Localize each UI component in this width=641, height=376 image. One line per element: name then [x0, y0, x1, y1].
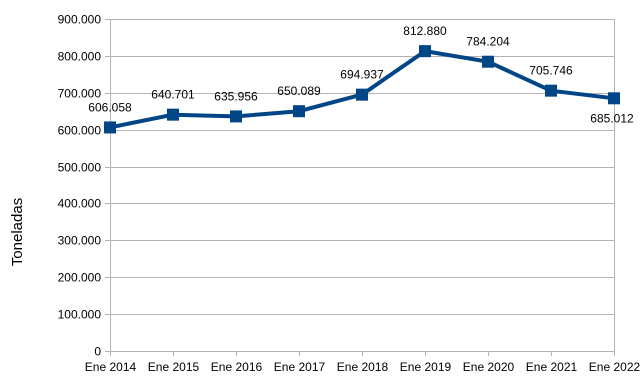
- data-point-marker: [482, 55, 494, 68]
- data-point-marker: [356, 88, 368, 101]
- y-tick-label: 500.000: [58, 161, 102, 175]
- y-tick-label: 600.000: [58, 124, 102, 138]
- data-point-marker: [230, 110, 242, 123]
- x-tick-label: Ene 2014: [85, 360, 137, 374]
- x-tick-label: Ene 2021: [526, 360, 578, 374]
- y-tick-label: 700.000: [58, 87, 102, 101]
- axes: [105, 19, 615, 356]
- x-tick-label: Ene 2016: [211, 360, 263, 374]
- y-tick-labels: 0 100.000 200.000 300.000 400.000 500.000 600.…: [58, 13, 102, 359]
- y-tick-label: 0: [94, 345, 101, 359]
- y-tick-label: 200.000: [58, 271, 102, 285]
- data-label: 640.701: [151, 88, 195, 102]
- data-label: 606.058: [88, 100, 132, 114]
- data-point-marker: [608, 92, 620, 105]
- x-tick-label: Ene 2018: [337, 360, 389, 374]
- series-markers: [104, 45, 620, 134]
- x-tick-label: Ene 2015: [148, 360, 200, 374]
- x-tick-labels: Ene 2014 Ene 2015 Ene 2016 Ene 2017 Ene 2018…: [85, 360, 641, 374]
- x-tick-label: Ene 2022: [589, 360, 641, 374]
- data-point-marker: [545, 84, 557, 97]
- data-labels: 606.058 640.701 635.956 650.089 694.937 812.8…: [88, 24, 634, 125]
- data-label: 812.880: [403, 24, 447, 38]
- y-axis-title: Toneladas: [9, 198, 26, 266]
- y-tick-label: 300.000: [58, 234, 102, 248]
- data-label: 694.937: [340, 68, 384, 82]
- data-label: 705.746: [529, 64, 573, 78]
- x-tick-label: Ene 2017: [274, 360, 326, 374]
- x-tick-label: Ene 2020: [463, 360, 515, 374]
- grid-lines: [110, 19, 614, 315]
- data-point-marker: [104, 121, 116, 134]
- data-point-marker: [293, 105, 305, 118]
- x-tick-label: Ene 2019: [400, 360, 452, 374]
- y-tick-label: 400.000: [58, 197, 102, 211]
- data-label: 650.089: [277, 84, 321, 98]
- data-point-marker: [167, 108, 179, 121]
- y-tick-label: 100.000: [58, 308, 102, 322]
- y-tick-label: 800.000: [58, 50, 102, 64]
- data-label: 685.012: [590, 111, 634, 125]
- data-label: 635.956: [214, 89, 258, 103]
- y-tick-label: 900.000: [58, 13, 102, 27]
- data-point-marker: [419, 45, 431, 58]
- data-label: 784.204: [466, 35, 510, 49]
